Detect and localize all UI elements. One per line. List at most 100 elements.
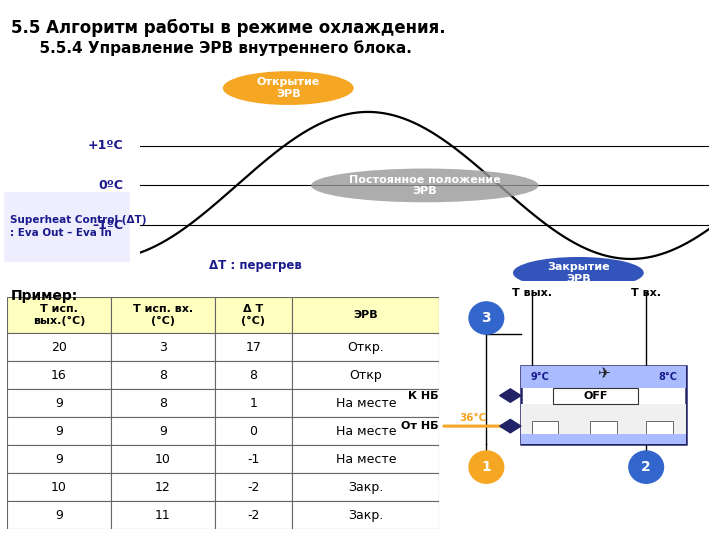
FancyBboxPatch shape <box>111 501 215 529</box>
Text: 1: 1 <box>482 460 491 474</box>
FancyBboxPatch shape <box>215 389 292 417</box>
Text: 11: 11 <box>155 509 171 522</box>
FancyBboxPatch shape <box>292 333 439 361</box>
Text: 0: 0 <box>249 424 258 437</box>
Text: От НБ: От НБ <box>401 421 438 431</box>
Text: 10: 10 <box>51 481 67 494</box>
Ellipse shape <box>513 257 644 289</box>
Text: OFF: OFF <box>583 390 608 401</box>
Ellipse shape <box>311 168 539 202</box>
Text: 17: 17 <box>246 341 261 354</box>
Text: 0ºC: 0ºC <box>99 179 123 192</box>
Text: Т исп.
вых.(°C): Т исп. вых.(°C) <box>33 304 85 326</box>
FancyBboxPatch shape <box>292 297 439 333</box>
FancyBboxPatch shape <box>111 297 215 333</box>
FancyBboxPatch shape <box>111 389 215 417</box>
Text: 3: 3 <box>159 341 166 354</box>
Text: 20: 20 <box>51 341 67 354</box>
FancyBboxPatch shape <box>215 473 292 501</box>
Text: 5.5 Алгоритм работы в режиме охлаждения.: 5.5 Алгоритм работы в режиме охлаждения. <box>11 19 446 37</box>
FancyBboxPatch shape <box>111 445 215 473</box>
Text: Пример:: Пример: <box>11 289 78 303</box>
Polygon shape <box>500 420 521 433</box>
Text: 16: 16 <box>51 368 67 382</box>
FancyBboxPatch shape <box>7 417 111 445</box>
FancyBboxPatch shape <box>111 473 215 501</box>
Text: Откр.: Откр. <box>347 341 384 354</box>
Text: 8: 8 <box>249 368 258 382</box>
Text: 3: 3 <box>482 311 491 325</box>
FancyBboxPatch shape <box>553 388 638 404</box>
FancyBboxPatch shape <box>7 333 111 361</box>
Text: -2: -2 <box>247 481 260 494</box>
Text: 10: 10 <box>155 453 171 465</box>
Text: ✈: ✈ <box>597 367 610 381</box>
FancyBboxPatch shape <box>111 333 215 361</box>
FancyBboxPatch shape <box>7 389 111 417</box>
FancyBboxPatch shape <box>521 404 686 443</box>
FancyBboxPatch shape <box>215 361 292 389</box>
Text: 36°С: 36°С <box>459 413 487 423</box>
Text: Закрытие
ЭРВ: Закрытие ЭРВ <box>547 262 610 284</box>
FancyBboxPatch shape <box>531 421 558 434</box>
FancyBboxPatch shape <box>647 421 672 434</box>
Text: На месте: На месте <box>336 396 396 409</box>
FancyBboxPatch shape <box>215 445 292 473</box>
Text: Δ Т
(°C): Δ Т (°C) <box>241 304 266 326</box>
FancyBboxPatch shape <box>292 473 439 501</box>
FancyBboxPatch shape <box>7 297 111 333</box>
Text: 9: 9 <box>55 509 63 522</box>
Text: 9: 9 <box>159 424 166 437</box>
Circle shape <box>469 451 504 483</box>
FancyBboxPatch shape <box>521 367 686 443</box>
Text: 8: 8 <box>158 368 167 382</box>
FancyBboxPatch shape <box>7 473 111 501</box>
Text: 5.5.4 Управление ЭРВ внутреннего блока.: 5.5.4 Управление ЭРВ внутреннего блока. <box>29 40 412 56</box>
Text: 2: 2 <box>642 460 651 474</box>
Text: 9°С: 9°С <box>530 372 549 382</box>
Text: 8: 8 <box>158 396 167 409</box>
Text: На месте: На месте <box>336 453 396 465</box>
FancyBboxPatch shape <box>7 361 111 389</box>
Text: На месте: На месте <box>336 424 396 437</box>
FancyBboxPatch shape <box>521 434 686 443</box>
FancyBboxPatch shape <box>7 445 111 473</box>
Text: +1ºC: +1ºC <box>88 139 123 152</box>
FancyBboxPatch shape <box>292 417 439 445</box>
Text: 8°С: 8°С <box>658 372 677 382</box>
FancyBboxPatch shape <box>7 501 111 529</box>
Ellipse shape <box>223 71 354 105</box>
Text: 9: 9 <box>55 396 63 409</box>
FancyBboxPatch shape <box>292 501 439 529</box>
Circle shape <box>469 302 504 334</box>
FancyBboxPatch shape <box>215 417 292 445</box>
FancyBboxPatch shape <box>292 361 439 389</box>
Text: 9: 9 <box>55 453 63 465</box>
Text: –1ºC: –1ºC <box>92 219 123 232</box>
Text: ΔT : перегрев: ΔT : перегрев <box>209 259 302 272</box>
FancyBboxPatch shape <box>215 333 292 361</box>
Text: Закр.: Закр. <box>348 509 383 522</box>
Text: Т вых.: Т вых. <box>512 288 552 298</box>
Circle shape <box>629 451 664 483</box>
FancyBboxPatch shape <box>215 501 292 529</box>
Text: Т вх.: Т вх. <box>631 288 661 298</box>
FancyBboxPatch shape <box>292 445 439 473</box>
FancyBboxPatch shape <box>111 417 215 445</box>
FancyBboxPatch shape <box>111 361 215 389</box>
FancyBboxPatch shape <box>292 389 439 417</box>
Text: К НБ: К НБ <box>408 390 438 401</box>
Text: Т исп. вх.
(°C): Т исп. вх. (°C) <box>132 304 193 326</box>
FancyBboxPatch shape <box>4 192 130 262</box>
Text: 1: 1 <box>250 396 257 409</box>
Text: Постоянное положение
ЭРВ: Постоянное положение ЭРВ <box>349 174 500 196</box>
Text: Закр.: Закр. <box>348 481 383 494</box>
FancyBboxPatch shape <box>215 297 292 333</box>
Text: -2: -2 <box>247 509 260 522</box>
FancyBboxPatch shape <box>590 421 617 434</box>
Text: ЭРВ: ЭРВ <box>354 310 378 320</box>
FancyBboxPatch shape <box>521 367 686 388</box>
Text: Superheat Control (ΔT)
: Eva Out – Eva In: Superheat Control (ΔT) : Eva Out – Eva I… <box>10 215 146 238</box>
Text: 12: 12 <box>155 481 171 494</box>
Text: Откр: Откр <box>349 368 382 382</box>
